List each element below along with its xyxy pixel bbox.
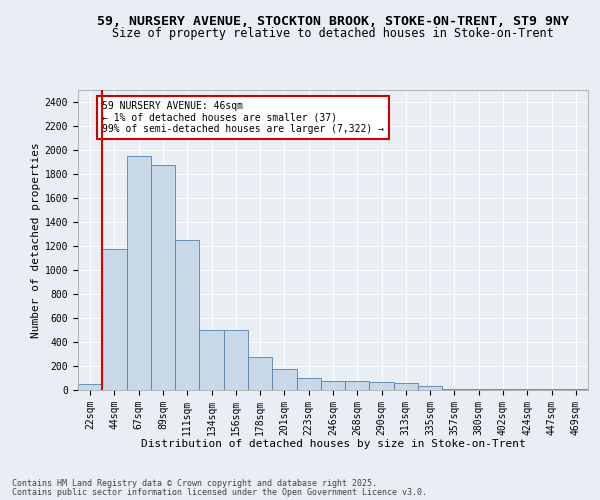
Bar <box>418 386 442 390</box>
Bar <box>78 384 102 390</box>
Bar <box>442 389 467 390</box>
Bar <box>151 165 175 390</box>
Text: Contains HM Land Registry data © Crown copyright and database right 2025.: Contains HM Land Registry data © Crown c… <box>12 478 377 488</box>
Bar <box>224 330 248 390</box>
Bar <box>272 369 296 390</box>
Text: 59, NURSERY AVENUE, STOCKTON BROOK, STOKE-ON-TRENT, ST9 9NY: 59, NURSERY AVENUE, STOCKTON BROOK, STOK… <box>97 15 569 28</box>
X-axis label: Distribution of detached houses by size in Stoke-on-Trent: Distribution of detached houses by size … <box>140 439 526 449</box>
Bar <box>321 381 345 390</box>
Bar <box>102 249 127 390</box>
Text: 59 NURSERY AVENUE: 46sqm
← 1% of detached houses are smaller (37)
99% of semi-de: 59 NURSERY AVENUE: 46sqm ← 1% of detache… <box>102 101 384 134</box>
Bar <box>127 156 151 390</box>
Bar <box>296 378 321 390</box>
Bar <box>248 357 272 390</box>
Bar <box>345 381 370 390</box>
Bar <box>175 240 199 390</box>
Text: Contains public sector information licensed under the Open Government Licence v3: Contains public sector information licen… <box>12 488 427 497</box>
Bar <box>467 389 491 390</box>
Bar <box>199 330 224 390</box>
Bar <box>370 382 394 390</box>
Bar <box>394 384 418 390</box>
Text: Size of property relative to detached houses in Stoke-on-Trent: Size of property relative to detached ho… <box>112 28 554 40</box>
Y-axis label: Number of detached properties: Number of detached properties <box>31 142 41 338</box>
